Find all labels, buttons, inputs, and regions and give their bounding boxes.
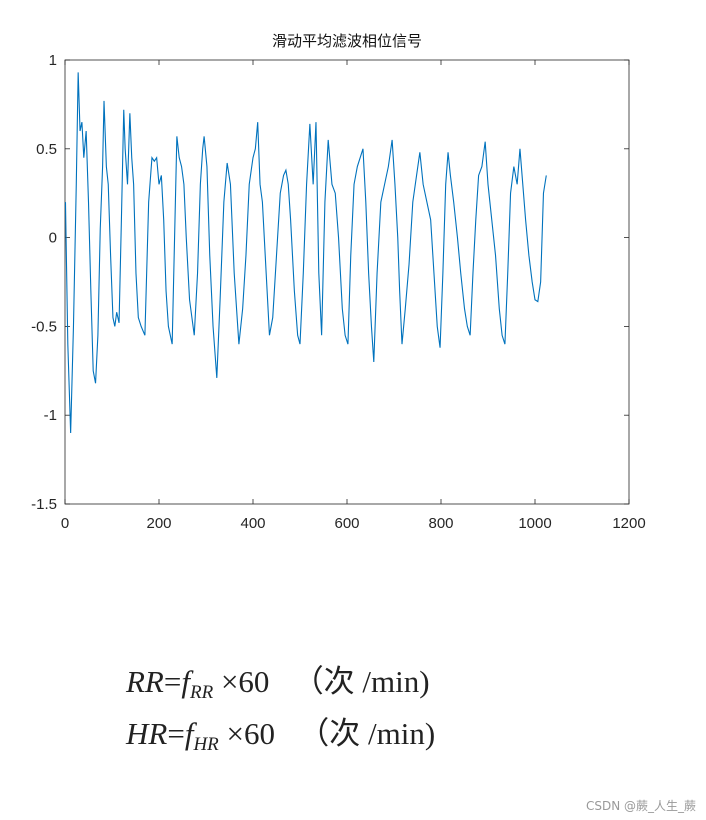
formula-eq: =	[163, 664, 182, 699]
formula-var: HR	[126, 716, 168, 751]
formula: HR=fHR ×60 （次 /min)	[126, 708, 435, 756]
chart-title: 滑动平均滤波相位信号	[272, 32, 422, 50]
formula-var: RR	[126, 664, 164, 699]
x-tick-label: 1000	[518, 515, 551, 532]
formula-f: f	[184, 716, 194, 751]
y-tick-label: 0.5	[36, 141, 57, 158]
y-tick-label: 0	[49, 230, 57, 247]
x-tick-label: 200	[146, 515, 171, 532]
x-tick-label: 400	[240, 515, 265, 532]
formula-unit: （次 /min)	[292, 664, 430, 699]
formula-tail: ×60	[220, 664, 270, 699]
watermark: CSDN @蕨_人生_蕨	[585, 799, 696, 813]
formula-eq: =	[167, 716, 185, 751]
x-tick-label: 1200	[612, 515, 645, 532]
y-tick-label: -1.5	[31, 496, 57, 513]
y-tick-label: 1	[49, 52, 57, 69]
x-tick-label: 600	[334, 515, 359, 532]
formula-sub: HR	[193, 734, 219, 755]
formula-tail: ×60	[226, 716, 275, 751]
formula-f: f	[181, 664, 190, 699]
line-series	[64, 72, 547, 433]
formula-sub: RR	[189, 682, 214, 703]
formula: RR=fRR ×60 （次 /min)	[126, 656, 430, 704]
y-tick-label: -0.5	[31, 318, 57, 335]
y-tick-label: -1	[44, 407, 57, 424]
plot-area	[64, 59, 630, 505]
x-tick-label: 0	[61, 515, 69, 532]
x-tick-label: 800	[428, 515, 453, 532]
formula-unit: （次 /min)	[298, 716, 436, 751]
chart: 滑动平均滤波相位信号 0 200 400 600 800 1000 1200 -1.5 -1 -0…	[31, 32, 646, 532]
